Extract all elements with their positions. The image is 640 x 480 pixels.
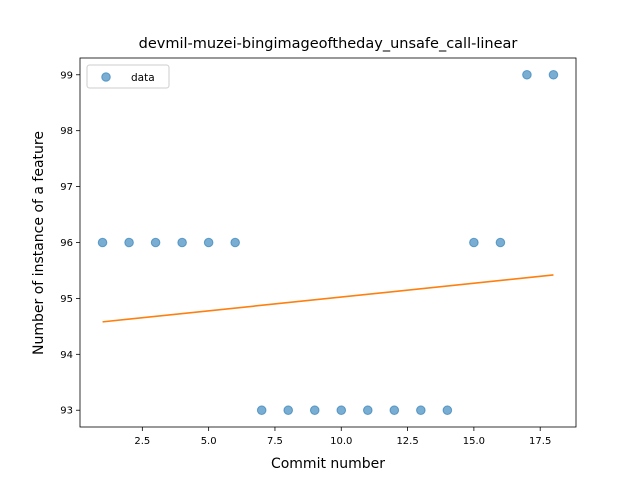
data-point (337, 406, 346, 415)
x-tick-label: 12.5 (396, 436, 418, 447)
y-axis-label: Number of instance of a feature (31, 131, 47, 355)
legend-label: data (131, 72, 155, 84)
data-point (523, 70, 532, 79)
y-tick-label: 95 (60, 294, 73, 305)
data-point (496, 238, 505, 247)
x-tick-label: 17.5 (529, 436, 551, 447)
y-tick-label: 94 (60, 350, 73, 361)
data-point (417, 406, 426, 415)
data-point (125, 238, 134, 247)
x-tick-label: 5.0 (201, 436, 217, 447)
data-point (470, 238, 479, 247)
data-point (310, 406, 319, 415)
data-point (98, 238, 107, 247)
legend-marker (102, 73, 111, 82)
data-point (178, 238, 187, 247)
data-point (549, 70, 558, 79)
x-tick-label: 2.5 (134, 436, 150, 447)
data-point (443, 406, 452, 415)
data-point (284, 406, 293, 415)
x-axis-label: Commit number (271, 456, 385, 472)
data-point (363, 406, 372, 415)
x-tick-label: 15.0 (463, 436, 485, 447)
legend-box (87, 65, 169, 88)
data-point (204, 238, 213, 247)
data-point (231, 238, 240, 247)
y-tick-label: 98 (60, 126, 73, 137)
data-point (151, 238, 160, 247)
y-tick-label: 97 (60, 182, 73, 193)
x-tick-label: 7.5 (267, 436, 283, 447)
y-tick-label: 99 (60, 70, 73, 81)
y-tick-label: 93 (60, 406, 73, 417)
data-point (390, 406, 399, 415)
x-tick-label: 10.0 (330, 436, 352, 447)
y-tick-label: 96 (60, 238, 73, 249)
chart-title: devmil-muzei-bingimageoftheday_unsafe_ca… (139, 36, 518, 52)
data-point (257, 406, 266, 415)
